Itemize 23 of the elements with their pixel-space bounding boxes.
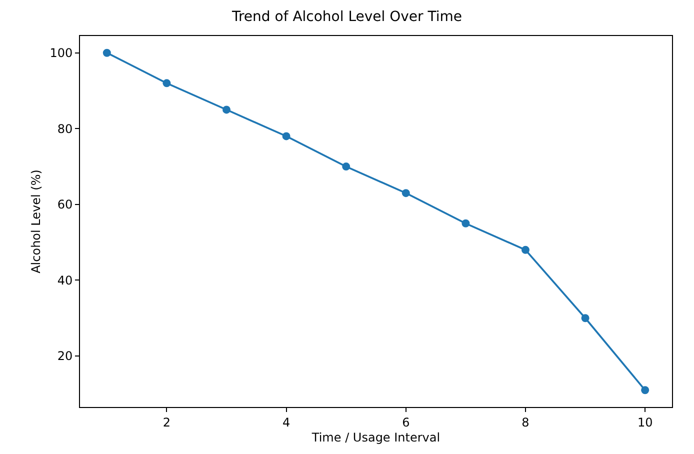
x-tick-label: 2 xyxy=(162,415,171,430)
y-tick-label: 40 xyxy=(57,273,73,288)
y-tick-label: 100 xyxy=(50,46,73,60)
point xyxy=(282,132,290,140)
x-tick-label: 8 xyxy=(522,415,530,430)
point xyxy=(521,246,530,254)
x-axis-title: Time / Usage Interval xyxy=(310,430,440,444)
point xyxy=(162,79,171,88)
point xyxy=(342,162,350,171)
point xyxy=(102,48,111,57)
x-tick-label: 6 xyxy=(402,415,410,430)
x-tick-label: 10 xyxy=(637,415,653,430)
y-tick-label: 80 xyxy=(57,122,73,136)
y-tick-label: 20 xyxy=(57,349,73,364)
point xyxy=(641,386,650,394)
y-axis-title: Alcohol Level (%) xyxy=(28,170,43,274)
point xyxy=(222,106,231,114)
chart-title: Trend of Alcohol Level Over Time xyxy=(230,9,462,26)
y-tick-label: 60 xyxy=(57,198,73,212)
x-tick-label: 4 xyxy=(282,415,290,430)
point xyxy=(402,189,410,198)
point xyxy=(462,219,470,228)
point xyxy=(581,314,590,322)
